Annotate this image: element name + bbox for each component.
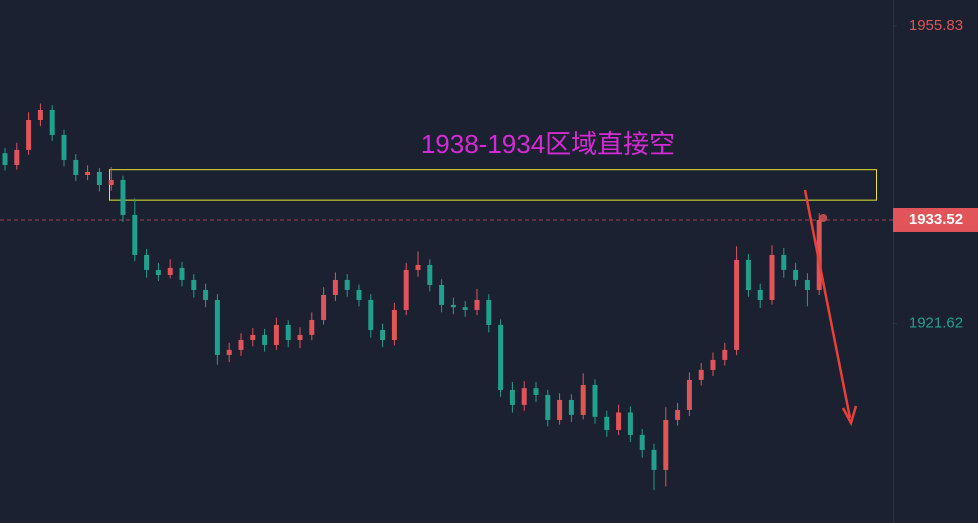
- candle-body: [309, 319, 315, 335]
- candle-body: [781, 254, 787, 270]
- candle-body: [332, 279, 338, 296]
- candle-body: [545, 394, 551, 420]
- candle-body: [37, 109, 43, 121]
- candle-body: [663, 419, 669, 470]
- candle-body: [462, 307, 468, 310]
- candle-body: [2, 153, 8, 165]
- candle-body: [604, 416, 610, 430]
- candle-body: [108, 179, 114, 186]
- candle-body: [557, 399, 563, 420]
- candle-body: [144, 254, 150, 270]
- candle-body: [285, 324, 291, 340]
- candle-body: [391, 309, 397, 340]
- candle-body: [155, 269, 161, 275]
- candle-body: [73, 159, 79, 176]
- candle-body: [757, 289, 763, 300]
- candle-body: [509, 389, 515, 405]
- candle-body: [769, 254, 775, 300]
- y-tick-label: 1955.83: [909, 17, 963, 34]
- candle-body: [368, 299, 374, 330]
- candle-body: [651, 449, 657, 470]
- candle-body: [120, 179, 126, 215]
- candle-body: [592, 384, 598, 417]
- candle-body: [167, 267, 173, 275]
- candle-body: [722, 349, 728, 360]
- candle-body: [439, 284, 445, 305]
- candle-body: [793, 269, 799, 280]
- candle-body: [49, 109, 55, 135]
- candle-body: [297, 334, 303, 340]
- annotation: 1938-1934区域直接空: [421, 129, 675, 159]
- candle-body: [250, 334, 256, 340]
- candle-body: [179, 267, 185, 280]
- arrow-shaft: [803, 189, 852, 419]
- candle-body: [85, 171, 91, 176]
- candle-body: [533, 388, 539, 395]
- candle-body: [627, 412, 633, 435]
- candle-body: [380, 329, 386, 340]
- candle-body: [639, 434, 645, 450]
- candle-body: [238, 339, 244, 350]
- candle-body: [203, 289, 209, 300]
- candle-body: [734, 259, 740, 350]
- candle-body: [698, 369, 704, 380]
- candle-body: [568, 399, 574, 415]
- candle-body: [344, 279, 350, 290]
- candle-body: [403, 269, 409, 310]
- candle-body: [580, 384, 586, 415]
- price-label: 1933.52: [909, 211, 963, 228]
- candle-body: [415, 264, 421, 270]
- candle-body: [96, 171, 102, 186]
- candle-body: [356, 289, 362, 300]
- candle-body: [486, 299, 492, 325]
- candle-body: [226, 349, 232, 355]
- last-price-dot: [819, 213, 828, 222]
- candle-body: [214, 299, 220, 355]
- candle-body: [710, 359, 716, 370]
- candle-body: [26, 120, 32, 150]
- arrow-head: [841, 405, 858, 427]
- candle-body: [474, 299, 480, 310]
- candle-body: [521, 388, 527, 405]
- candle-body: [273, 324, 279, 345]
- candle-body: [498, 324, 504, 390]
- candle-body: [745, 259, 751, 290]
- candle-body: [816, 219, 822, 290]
- price-label-bg: [893, 207, 978, 232]
- candle-body: [675, 409, 681, 420]
- candle-body: [616, 412, 622, 430]
- candle-body: [262, 334, 268, 345]
- candle-body: [427, 264, 433, 285]
- y-tick-label: 1921.62: [909, 315, 963, 332]
- candle-body: [14, 149, 20, 165]
- candle-body: [804, 279, 810, 290]
- candle-body: [191, 279, 197, 290]
- candle-body: [132, 214, 138, 255]
- candle-body: [450, 304, 456, 308]
- candle-body: [321, 295, 327, 320]
- candle-body: [686, 379, 692, 410]
- candle-body: [61, 134, 67, 160]
